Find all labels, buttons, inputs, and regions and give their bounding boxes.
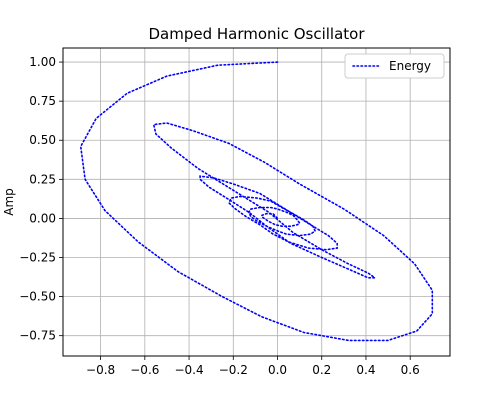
x-tick-label: 0.4	[356, 363, 375, 377]
x-tick-label: −0.6	[130, 363, 159, 377]
x-tick-label: −0.2	[219, 363, 248, 377]
x-tick-label: −0.8	[86, 363, 115, 377]
grid	[63, 48, 450, 356]
legend-label-energy: Energy	[389, 59, 431, 73]
x-tick-label: 0.2	[312, 363, 331, 377]
x-tick-label: −0.4	[174, 363, 203, 377]
x-tick-label: 0.6	[401, 363, 420, 377]
x-axis: −0.8 −0.6 −0.4 −0.2 0.0 0.2 0.4 0.6	[86, 356, 420, 377]
y-tick-label: 1.00	[29, 55, 56, 69]
y-tick-label: 0.75	[29, 94, 56, 108]
y-axis: −0.75 −0.50 −0.25 0.00 0.25 0.50 0.75 1.00	[19, 55, 63, 343]
y-tick-label: −0.50	[19, 290, 56, 304]
y-tick-label: 0.00	[29, 211, 56, 225]
series-line-energy	[79, 61, 434, 342]
y-tick-label: 0.50	[29, 133, 56, 147]
plot-area	[79, 61, 434, 342]
y-tick-label: −0.75	[19, 329, 56, 343]
y-tick-label: −0.25	[19, 251, 56, 265]
chart-title: Damped Harmonic Oscillator	[148, 25, 365, 43]
y-axis-label: Amp	[2, 188, 16, 216]
x-tick-label: 0.0	[268, 363, 287, 377]
axes-frame	[62, 47, 451, 357]
legend: Energy	[344, 53, 445, 79]
legend-box	[344, 53, 445, 79]
y-tick-label: 0.25	[29, 172, 56, 186]
